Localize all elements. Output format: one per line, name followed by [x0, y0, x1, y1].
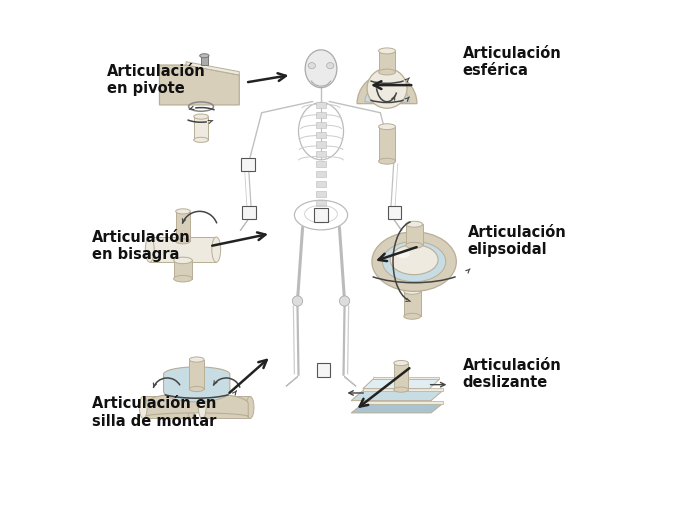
Bar [241, 158, 255, 171]
Bar [314, 208, 328, 222]
Ellipse shape [372, 232, 456, 291]
Polygon shape [175, 211, 190, 241]
Polygon shape [351, 390, 443, 401]
Ellipse shape [194, 114, 208, 119]
Ellipse shape [382, 242, 446, 282]
Ellipse shape [175, 239, 190, 244]
Polygon shape [145, 392, 248, 417]
Ellipse shape [327, 63, 334, 69]
Polygon shape [186, 62, 239, 75]
Bar [316, 210, 326, 216]
Bar [316, 151, 326, 157]
Bar [316, 122, 326, 128]
Ellipse shape [174, 275, 192, 282]
Bar [316, 102, 326, 108]
Polygon shape [363, 401, 443, 404]
Wedge shape [365, 82, 409, 104]
Ellipse shape [406, 221, 423, 227]
Bar [317, 363, 330, 377]
Polygon shape [373, 377, 439, 379]
Ellipse shape [308, 63, 315, 69]
Circle shape [292, 296, 303, 306]
Text: Articulación en
silla de montar: Articulación en silla de montar [92, 397, 216, 429]
Polygon shape [394, 363, 408, 390]
Bar [201, 56, 208, 65]
Ellipse shape [200, 54, 209, 58]
Bar [316, 142, 326, 148]
Polygon shape [403, 291, 421, 317]
Polygon shape [194, 116, 208, 140]
Ellipse shape [379, 158, 395, 164]
Ellipse shape [212, 237, 221, 262]
Ellipse shape [246, 397, 254, 419]
Ellipse shape [305, 50, 337, 88]
Circle shape [340, 296, 349, 306]
Ellipse shape [406, 242, 423, 248]
Polygon shape [174, 261, 192, 279]
Ellipse shape [403, 288, 421, 294]
Polygon shape [363, 388, 443, 390]
Wedge shape [357, 74, 417, 104]
Bar [316, 200, 326, 206]
Bar [316, 181, 326, 187]
Ellipse shape [403, 313, 421, 319]
Bar [242, 206, 256, 219]
Polygon shape [363, 379, 439, 389]
Ellipse shape [189, 386, 204, 391]
Bar [316, 171, 326, 177]
Ellipse shape [189, 357, 204, 362]
Bar [316, 190, 326, 196]
Polygon shape [160, 65, 239, 105]
Polygon shape [379, 127, 395, 161]
Text: Articulación
en pivote: Articulación en pivote [107, 64, 206, 96]
Ellipse shape [187, 397, 195, 419]
Text: Articulación
elipsoidal: Articulación elipsoidal [468, 225, 566, 258]
Ellipse shape [379, 124, 395, 130]
Polygon shape [164, 367, 230, 402]
Ellipse shape [145, 237, 154, 262]
Ellipse shape [379, 69, 395, 75]
Ellipse shape [174, 257, 192, 264]
Polygon shape [351, 404, 443, 413]
Ellipse shape [395, 250, 410, 258]
Bar [316, 131, 326, 137]
Ellipse shape [394, 387, 408, 392]
Ellipse shape [379, 48, 395, 54]
Ellipse shape [378, 81, 385, 86]
Bar [316, 161, 326, 167]
Ellipse shape [199, 397, 206, 419]
Bar [388, 206, 401, 219]
Text: Articulación
en bisagra: Articulación en bisagra [92, 230, 190, 263]
Circle shape [367, 68, 407, 108]
Text: Articulación
esférica: Articulación esférica [463, 46, 562, 78]
Ellipse shape [175, 209, 190, 214]
Ellipse shape [194, 137, 208, 143]
Polygon shape [189, 360, 204, 389]
Ellipse shape [394, 361, 408, 366]
Ellipse shape [390, 245, 438, 274]
Polygon shape [150, 237, 216, 262]
Text: Articulación
deslizante: Articulación deslizante [463, 358, 562, 390]
Polygon shape [143, 397, 191, 419]
Polygon shape [406, 224, 423, 245]
Polygon shape [202, 397, 250, 419]
Bar [316, 112, 326, 118]
Ellipse shape [140, 397, 147, 419]
Polygon shape [379, 51, 395, 72]
